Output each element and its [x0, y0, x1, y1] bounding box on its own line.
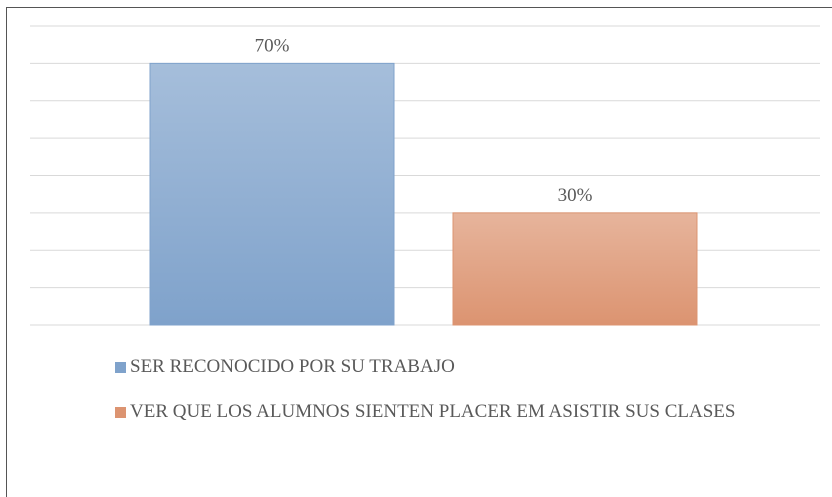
- legend-item: SER RECONOCIDO POR SU TRABAJO: [115, 354, 755, 379]
- value-label: 70%: [255, 35, 290, 56]
- bar: [452, 212, 698, 326]
- legend-label: SER RECONOCIDO POR SU TRABAJO: [130, 356, 455, 377]
- bar: [149, 62, 395, 326]
- value-label: 30%: [558, 185, 593, 206]
- legend-swatch: [115, 407, 126, 418]
- legend-item: VER QUE LOS ALUMNOS SIENTEN PLACER EM AS…: [115, 399, 755, 424]
- legend-label: VER QUE LOS ALUMNOS SIENTEN PLACER EM AS…: [130, 401, 736, 422]
- frame: [6, 7, 832, 497]
- legend-swatch: [115, 362, 126, 373]
- legend: SER RECONOCIDO POR SU TRABAJO VER QUE LOS…: [115, 354, 755, 444]
